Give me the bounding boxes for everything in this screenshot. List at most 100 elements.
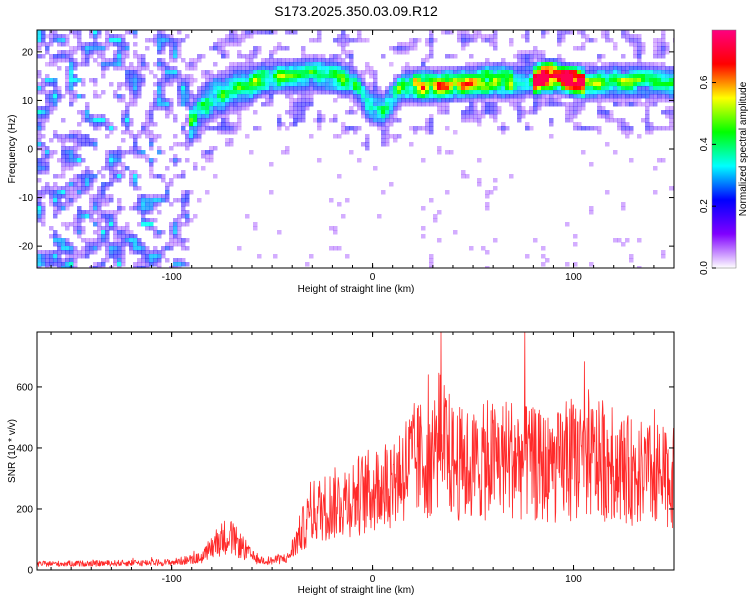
y-tick-label: -10 — [19, 193, 34, 204]
heatmap-cell — [361, 86, 366, 91]
heatmap-cell — [513, 102, 518, 107]
heatmap-cell — [125, 126, 130, 131]
colorbar-ticks: 0.00.20.40.6 — [699, 75, 716, 275]
heatmap-cell — [113, 214, 118, 219]
heatmap-cell — [153, 218, 158, 223]
heatmap-cell — [385, 114, 390, 119]
heatmap-cell — [465, 86, 470, 91]
heatmap-cell — [105, 62, 110, 67]
heatmap-cell — [133, 170, 138, 175]
heatmap-cell — [257, 90, 262, 95]
heatmap-cell — [121, 174, 126, 179]
heatmap-cell — [125, 226, 130, 231]
heatmap-cell — [133, 142, 138, 147]
heatmap-cell — [597, 66, 602, 71]
heatmap-cell — [157, 42, 162, 47]
heatmap-cell — [249, 70, 254, 75]
heatmap-cell — [365, 134, 370, 139]
heatmap-cell — [237, 126, 242, 131]
heatmap-cell — [121, 98, 126, 103]
heatmap-cell — [117, 230, 122, 235]
heatmap-cell — [441, 30, 446, 35]
heatmap-cell — [409, 142, 414, 147]
heatmap-cell — [497, 70, 502, 75]
heatmap-cell — [429, 90, 434, 95]
heatmap-cell — [333, 114, 338, 119]
heatmap-cell — [605, 38, 610, 43]
heatmap-cell — [57, 54, 62, 59]
heatmap-cell — [493, 74, 498, 79]
heatmap-cell — [433, 90, 438, 95]
heatmap-cell — [217, 126, 222, 131]
heatmap-cell — [181, 190, 186, 195]
heatmap-cell — [309, 102, 314, 107]
heatmap-cell — [225, 142, 230, 147]
heatmap-cell — [297, 118, 302, 123]
heatmap-cell — [481, 106, 486, 111]
heatmap-cell — [121, 258, 126, 263]
heatmap-cell — [425, 38, 430, 43]
heatmap-cell — [385, 106, 390, 111]
heatmap-cell — [253, 86, 258, 91]
heatmap-cell — [481, 98, 486, 103]
heatmap-cell — [293, 58, 298, 63]
heatmap-cell — [601, 70, 606, 75]
heatmap-cell — [353, 102, 358, 107]
heatmap-cell — [169, 74, 174, 79]
heatmap-cell — [489, 102, 494, 107]
heatmap-cell — [121, 242, 126, 247]
heatmap-cell — [437, 210, 442, 215]
heatmap-cell — [665, 82, 670, 87]
heatmap-cell — [533, 62, 538, 67]
heatmap-cell — [585, 66, 590, 71]
heatmap-cell — [401, 98, 406, 103]
heatmap-cell — [201, 114, 206, 119]
heatmap-cell — [121, 122, 126, 127]
heatmap-cell — [137, 262, 142, 267]
heatmap-cell — [501, 86, 506, 91]
heatmap-cell — [141, 154, 146, 159]
heatmap-cell — [409, 98, 414, 103]
heatmap-cell — [133, 146, 138, 151]
heatmap-cell — [305, 74, 310, 79]
heatmap-cell — [213, 110, 218, 115]
heatmap-cell — [425, 126, 430, 131]
heatmap-cell — [309, 70, 314, 75]
heatmap-cell — [521, 114, 526, 119]
heatmap-cell — [65, 198, 70, 203]
heatmap-cell — [573, 98, 578, 103]
heatmap-cell — [557, 90, 562, 95]
heatmap-cell — [65, 38, 70, 43]
heatmap-cell — [581, 42, 586, 47]
heatmap-cell — [169, 230, 174, 235]
heatmap-cell — [125, 78, 130, 83]
heatmap-cell — [405, 82, 410, 87]
heatmap-cell — [157, 250, 162, 255]
heatmap-cell — [653, 78, 658, 83]
heatmap-cell — [41, 166, 46, 171]
heatmap-cell — [37, 250, 42, 255]
heatmap-cell — [445, 74, 450, 79]
heatmap-cell — [481, 114, 486, 119]
heatmap-cell — [637, 98, 642, 103]
heatmap-cell — [49, 54, 54, 59]
heatmap-cell — [385, 138, 390, 143]
heatmap-cell — [149, 174, 154, 179]
heatmap-cell — [617, 90, 622, 95]
heatmap-cell — [657, 158, 662, 163]
heatmap-cell — [397, 82, 402, 87]
heatmap-cell — [557, 86, 562, 91]
heatmap-cell — [329, 90, 334, 95]
heatmap-cell — [249, 78, 254, 83]
heatmap-cell — [117, 46, 122, 51]
colorbar-scale — [712, 30, 736, 268]
heatmap-cell — [125, 30, 130, 35]
heatmap-cell — [169, 58, 174, 63]
heatmap-cell — [149, 194, 154, 199]
heatmap-cell — [361, 106, 366, 111]
heatmap-cell — [153, 158, 158, 163]
heatmap-cell — [361, 70, 366, 75]
heatmap-cell — [233, 62, 238, 67]
heatmap-cell — [301, 58, 306, 63]
heatmap-cell — [45, 150, 50, 155]
